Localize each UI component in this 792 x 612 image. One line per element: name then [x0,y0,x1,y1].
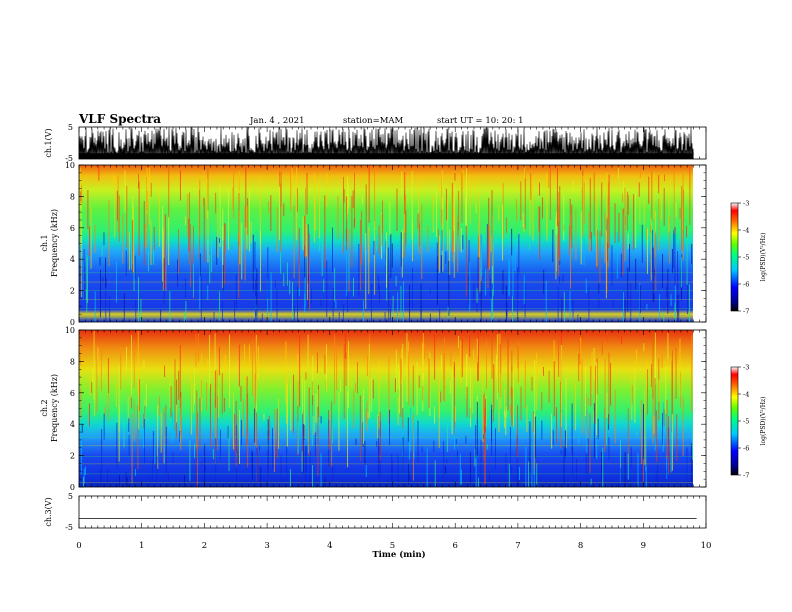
x-tick-label: 8 [578,541,583,551]
y-tick-label: 0 [70,318,75,327]
x-tick-label: 4 [327,541,332,551]
ch2-spectrogram-streaks [79,330,694,487]
x-axis-label: Time (min) [372,549,425,560]
y-tick-label: 8 [70,192,75,201]
date-label: Jan. 4 , 2021 [249,116,305,126]
x-axis-ticks: 0 1 2 3 4 5 6 7 8 9 10 [76,127,711,551]
figure-title: VLF Spectra [78,112,161,126]
colorbar-tick-label: -7 [743,308,749,316]
ch1-colorbar-label: log(PSD)(V²/Hz) [760,233,767,282]
x-tick-label: 9 [641,541,646,551]
ch1-ylabel-channel: ch.1 [40,234,49,251]
y-tick-label: 2 [70,452,75,461]
ch2-ylabel-frequency: Frequency (kHz) [50,374,59,442]
ch1-ylabel-frequency: Frequency (kHz) [50,209,59,277]
ch1-colorbar-scale [730,202,739,312]
colorbar-tick-label: -7 [743,472,749,480]
y-tick-label: 10 [65,326,75,335]
ch1-waveform-path [78,127,694,160]
y-tick-label: 0 [70,483,75,492]
colorbar-tick-label: -4 [743,227,749,235]
colorbar-tick-label: -3 [743,200,749,208]
x-tick-label: 2 [202,541,207,551]
ch1-ytick-top: 5 [68,123,73,132]
y-tick-label: 6 [70,224,75,233]
colorbar-tick-label: -3 [743,364,749,372]
ch2-colorbar: -3 -4 -5 -6 -7 log(PSD)(V²/Hz) [730,364,767,480]
ch3-waveform-panel: 5 -5 ch.3(V) [44,492,707,532]
y-tick-label: 4 [70,420,75,429]
ch1-spectrogram-panel: 0 2 4 6 8 10 ch.1 Frequency (kHz) [40,161,707,327]
ch2-colorbar-scale [730,366,739,476]
y-tick-label: 2 [70,287,75,296]
ch1-waveform-floor [79,153,693,159]
ch1-colorbar: -3 -4 -5 -6 -7 log(PSD)(V²/Hz) [730,200,767,316]
x-tick-label: 6 [452,541,457,551]
ch2-spectrogram-image [79,330,693,487]
ch2-colorbar-label: log(PSD)(V²/Hz) [760,397,767,446]
ch3-ytick-bottom: -5 [65,523,73,532]
x-tick-label: 0 [76,541,81,551]
ch2-ylabel-channel: ch.2 [40,399,49,416]
colorbar-tick-label: -5 [743,254,749,262]
x-tick-label: 5 [390,541,395,551]
ch1-waveform-panel: 5 -5 ch.1(V) [44,123,707,163]
x-tick-label: 3 [264,541,269,551]
y-tick-label: 8 [70,357,75,366]
x-tick-label: 7 [515,541,520,551]
y-tick-label: 6 [70,389,75,398]
ch1-spectrogram-streaks [78,165,693,322]
y-tick-label: 4 [70,255,75,264]
colorbar-tick-label: -4 [743,391,749,399]
x-tick-label: 10 [701,541,712,551]
ch1-waveform-trace [78,127,694,160]
start-time-label: start UT = 10: 20: 1 [437,116,524,126]
colorbar-tick-label: -5 [743,418,749,426]
colorbar-tick-label: -6 [743,445,749,453]
colorbar-tick-label: -6 [743,281,749,289]
station-label: station=MAM [343,116,404,126]
ch3-ylabel: ch.3(V) [44,497,53,526]
ch3-ytick-top: 5 [68,492,73,501]
ch2-spectrogram-panel: 0 2 4 6 8 10 ch.2 Frequency (kHz) [40,326,707,492]
ch1-ylabel: ch.1(V) [44,128,53,157]
y-tick-label: 10 [65,161,75,170]
x-tick-label: 1 [139,541,144,551]
ch1-ytick-bottom: -5 [65,154,73,163]
